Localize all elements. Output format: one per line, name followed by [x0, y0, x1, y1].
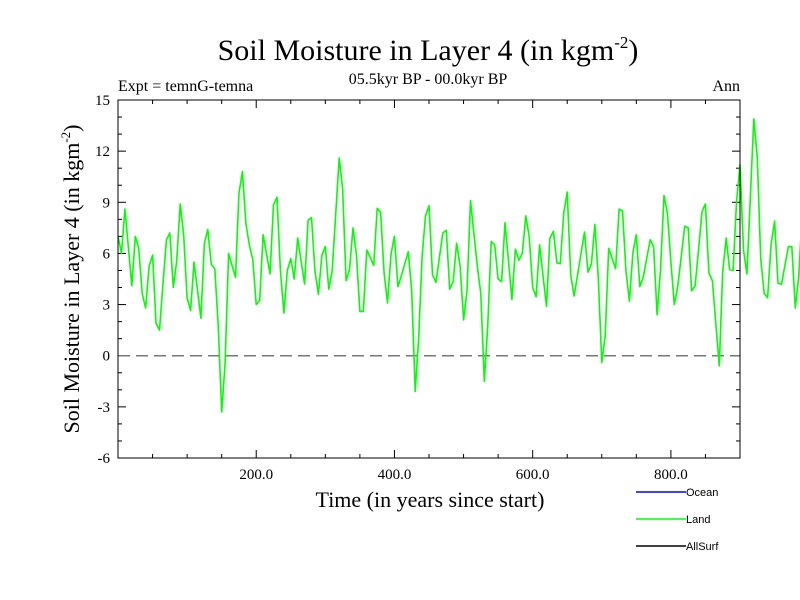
- plot-frame: [117, 99, 741, 459]
- chart-title-sup: -2: [614, 33, 628, 52]
- series-line-land: [117, 118, 800, 413]
- y-tick-label: 12: [95, 144, 110, 160]
- y-tick-label: 9: [103, 195, 111, 211]
- x-axis-label: Time (in years since start): [316, 487, 545, 512]
- y-axis-label: Soil Moisture in Layer 4 (in kgm-2): [58, 124, 84, 433]
- y-tick-label: 6: [103, 246, 111, 262]
- y-axis-label-close: ): [59, 124, 84, 131]
- time-range-label: 05.5kyr BP - 00.0kyr BP: [349, 71, 508, 88]
- y-tick-label: -6: [98, 451, 111, 467]
- legend-label-ocean: Ocean: [686, 487, 718, 499]
- legend: Ocean Land AllSurf: [636, 487, 719, 553]
- experiment-label: Expt = temnG-temna: [118, 78, 253, 95]
- chart-title-close: ): [628, 34, 638, 67]
- x-tick-label: 800.0: [654, 467, 688, 483]
- y-axis-label-sup: -2: [58, 132, 73, 143]
- y-axis-ticks: -6 -3 0 3 6 9 12 15: [95, 93, 740, 467]
- legend-label-allsurf: AllSurf: [686, 541, 719, 553]
- season-label: Ann: [712, 78, 740, 95]
- y-tick-label: 0: [103, 349, 111, 365]
- y-axis-label-main: Soil Moisture in Layer 4 (in kgm: [59, 143, 84, 434]
- legend-label-land: Land: [686, 514, 710, 526]
- y-tick-label: 15: [95, 93, 110, 109]
- x-tick-label: 600.0: [516, 467, 550, 483]
- y-tick-label: -3: [98, 400, 111, 416]
- chart-title: Soil Moisture in Layer 4 (in kgm-2): [218, 33, 639, 67]
- x-axis-ticks: 200.0 400.0 600.0 800.0: [152, 100, 706, 483]
- chart-title-main: Soil Moisture in Layer 4 (in kgm: [218, 34, 615, 67]
- x-tick-label: 200.0: [239, 467, 273, 483]
- series-group: [117, 118, 800, 413]
- x-tick-label: 400.0: [378, 467, 412, 483]
- y-tick-label: 3: [103, 298, 111, 314]
